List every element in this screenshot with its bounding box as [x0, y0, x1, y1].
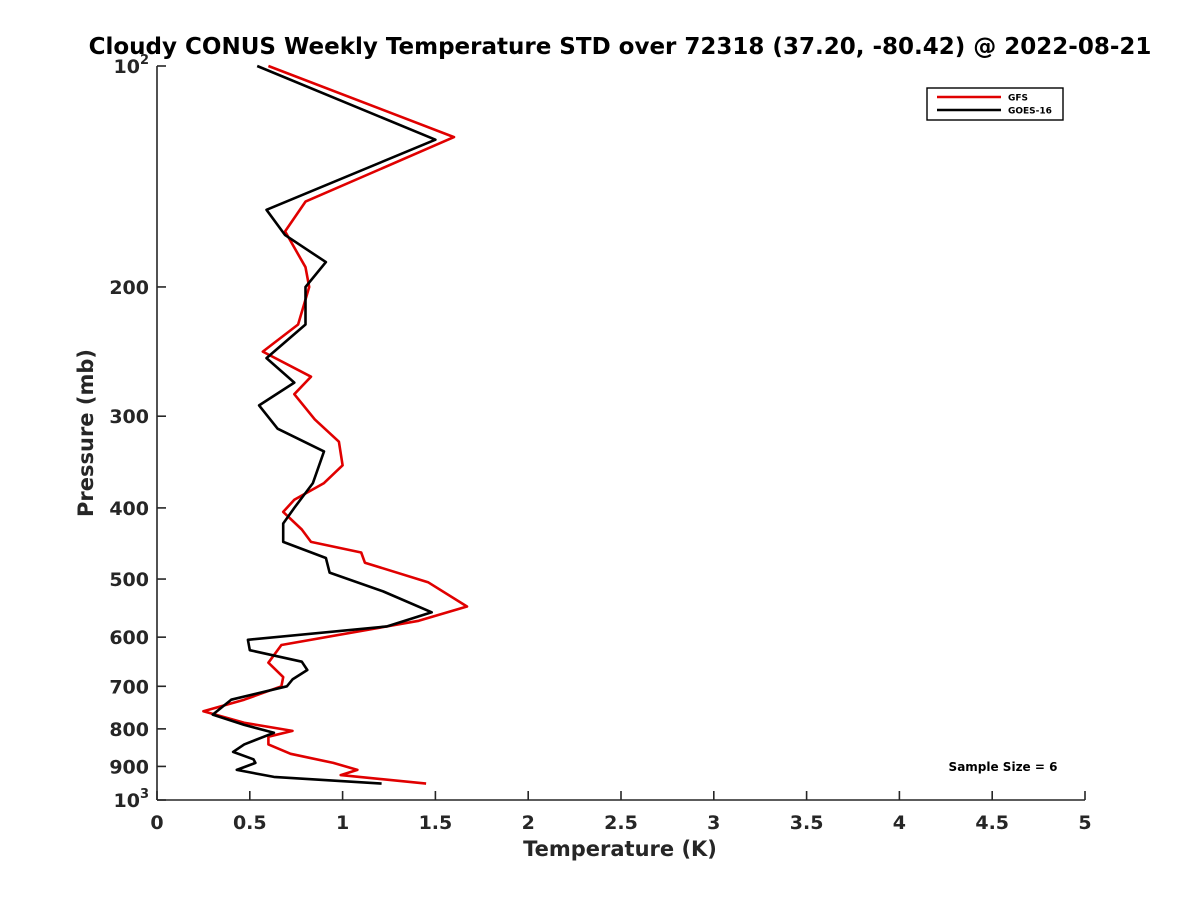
- x-tick-label: 0.5: [233, 812, 267, 834]
- y-tick-label: 102: [114, 53, 150, 78]
- x-tick-label: 3.5: [790, 812, 824, 834]
- x-tick-label: 5: [1078, 812, 1091, 834]
- chart-title: Cloudy CONUS Weekly Temperature STD over…: [89, 34, 1152, 60]
- legend: GFS GOES-16: [926, 87, 1064, 121]
- y-axis-title: Pressure (mb): [74, 349, 98, 517]
- y-tick-label: 300: [109, 406, 149, 428]
- y-tick-label: 700: [109, 676, 149, 698]
- y-tick-label: 200: [109, 277, 149, 299]
- legend-box: [926, 87, 1064, 121]
- x-ticks: 0 0.5 1 1.5 2 2.5 3 3.5 4 4.5 5: [150, 791, 1092, 834]
- y-tick-label: 400: [109, 498, 149, 520]
- y-tick-label: 500: [109, 569, 149, 591]
- x-tick-label: 1.5: [419, 812, 453, 834]
- series-group: [202, 64, 469, 785]
- y-tick-label: 900: [109, 756, 149, 778]
- legend-label: GOES-16: [1008, 107, 1052, 117]
- x-tick-label: 2.5: [604, 812, 638, 834]
- series-line-goes-16: [211, 64, 437, 785]
- y-tick-label: 600: [109, 627, 149, 649]
- x-tick-label: 1: [336, 812, 349, 834]
- x-tick-label: 2: [522, 812, 535, 834]
- x-tick-label: 4: [893, 812, 906, 834]
- x-tick-label: 0: [150, 812, 163, 834]
- y-tick-label: 103: [114, 787, 150, 812]
- y-ticks: 102 200 300 400 500 600 700 800 900 103: [109, 53, 166, 812]
- x-axis-title: Temperature (K): [523, 837, 717, 861]
- series-line-gfs: [202, 64, 469, 785]
- sample-size-annotation: Sample Size = 6: [949, 760, 1058, 774]
- plot-area: [157, 66, 1085, 800]
- x-tick-label: 4.5: [975, 812, 1009, 834]
- y-tick-label: 800: [109, 719, 149, 741]
- x-tick-label: 3: [707, 812, 720, 834]
- legend-label: GFS: [1008, 94, 1028, 104]
